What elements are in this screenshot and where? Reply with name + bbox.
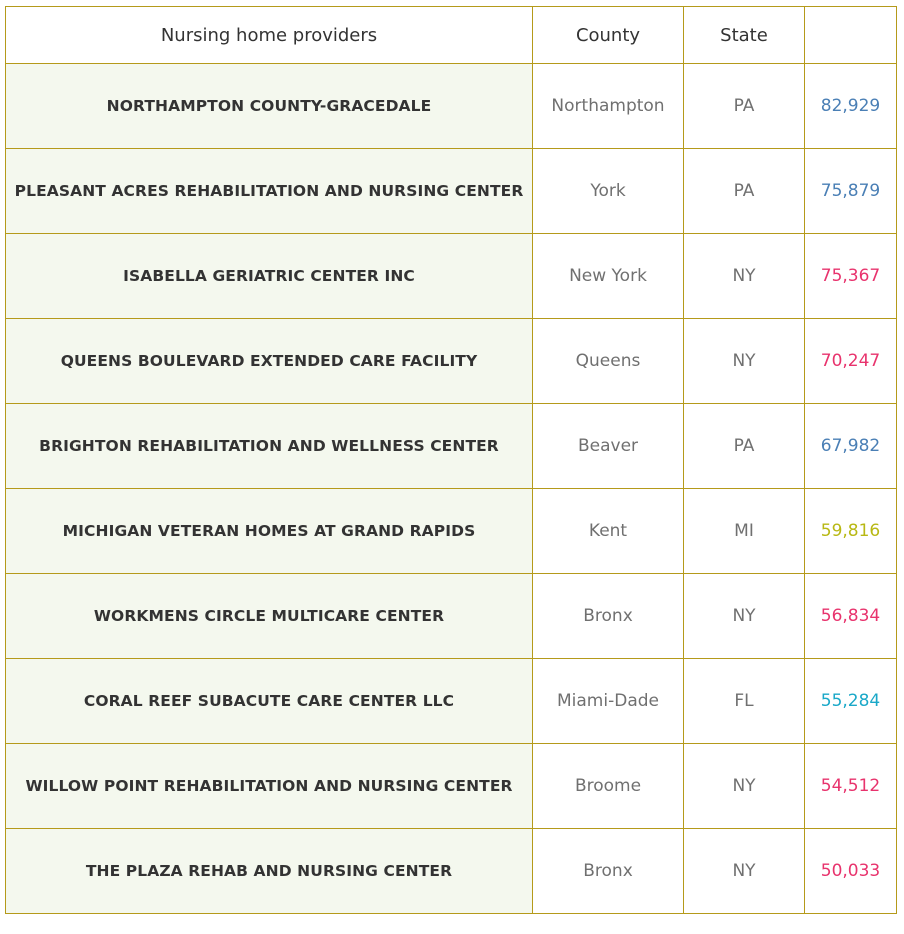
provider-cell: ISABELLA GERIATRIC CENTER INC [5, 233, 533, 319]
providers-table: Nursing home providers County State NORT… [5, 6, 897, 914]
table-row[interactable]: ISABELLA GERIATRIC CENTER INC New York NY 7… [5, 233, 897, 319]
value-cell: 54,512 [804, 743, 897, 829]
county-cell: Northampton [532, 63, 684, 149]
table-body: NORTHAMPTON COUNTY-GRACEDALE Northampton P… [5, 63, 897, 914]
state-cell: MI [683, 488, 805, 574]
county-cell: Bronx [532, 828, 684, 914]
header-county[interactable]: County [532, 6, 684, 64]
state-cell: NY [683, 828, 805, 914]
value-cell: 70,247 [804, 318, 897, 404]
state-cell: NY [683, 233, 805, 319]
county-cell: Kent [532, 488, 684, 574]
county-cell: Queens [532, 318, 684, 404]
county-cell: Bronx [532, 573, 684, 659]
header-row: Nursing home providers County State [5, 6, 897, 64]
table-row[interactable]: MICHIGAN VETERAN HOMES AT GRAND RAPIDS Ke… [5, 488, 897, 574]
table-row[interactable]: BRIGHTON REHABILITATION AND WELLNESS CEN… [5, 403, 897, 489]
county-cell: Beaver [532, 403, 684, 489]
provider-cell: CORAL REEF SUBACUTE CARE CENTER LLC [5, 658, 533, 744]
provider-cell: BRIGHTON REHABILITATION AND WELLNESS CEN… [5, 403, 533, 489]
provider-cell: WILLOW POINT REHABILITATION AND NURSING … [5, 743, 533, 829]
value-cell: 67,982 [804, 403, 897, 489]
value-cell: 82,929 [804, 63, 897, 149]
provider-cell: QUEENS BOULEVARD EXTENDED CARE FACILITY [5, 318, 533, 404]
state-cell: PA [683, 403, 805, 489]
county-cell: New York [532, 233, 684, 319]
value-cell: 75,367 [804, 233, 897, 319]
state-cell: FL [683, 658, 805, 744]
provider-cell: MICHIGAN VETERAN HOMES AT GRAND RAPIDS [5, 488, 533, 574]
provider-cell: NORTHAMPTON COUNTY-GRACEDALE [5, 63, 533, 149]
table-row[interactable]: CORAL REEF SUBACUTE CARE CENTER LLC Miami… [5, 658, 897, 744]
header-state[interactable]: State [683, 6, 805, 64]
table-row[interactable]: WILLOW POINT REHABILITATION AND NURSING … [5, 743, 897, 829]
value-cell: 56,834 [804, 573, 897, 659]
county-cell: York [532, 148, 684, 234]
value-cell: 50,033 [804, 828, 897, 914]
table-row[interactable]: PLEASANT ACRES REHABILITATION AND NURSIN… [5, 148, 897, 234]
table-row[interactable]: QUEENS BOULEVARD EXTENDED CARE FACILITY Q… [5, 318, 897, 404]
value-cell: 55,284 [804, 658, 897, 744]
header-value[interactable] [804, 6, 897, 64]
state-cell: NY [683, 573, 805, 659]
table-row[interactable]: NORTHAMPTON COUNTY-GRACEDALE Northampton P… [5, 63, 897, 149]
table-row[interactable]: WORKMENS CIRCLE MULTICARE CENTER Bronx NY 5… [5, 573, 897, 659]
value-cell: 59,816 [804, 488, 897, 574]
value-cell: 75,879 [804, 148, 897, 234]
county-cell: Broome [532, 743, 684, 829]
provider-cell: THE PLAZA REHAB AND NURSING CENTER [5, 828, 533, 914]
state-cell: NY [683, 743, 805, 829]
provider-cell: WORKMENS CIRCLE MULTICARE CENTER [5, 573, 533, 659]
state-cell: NY [683, 318, 805, 404]
state-cell: PA [683, 63, 805, 149]
county-cell: Miami-Dade [532, 658, 684, 744]
provider-cell: PLEASANT ACRES REHABILITATION AND NURSIN… [5, 148, 533, 234]
header-provider[interactable]: Nursing home providers [5, 6, 533, 64]
state-cell: PA [683, 148, 805, 234]
table-row[interactable]: THE PLAZA REHAB AND NURSING CENTER Bronx N… [5, 828, 897, 914]
